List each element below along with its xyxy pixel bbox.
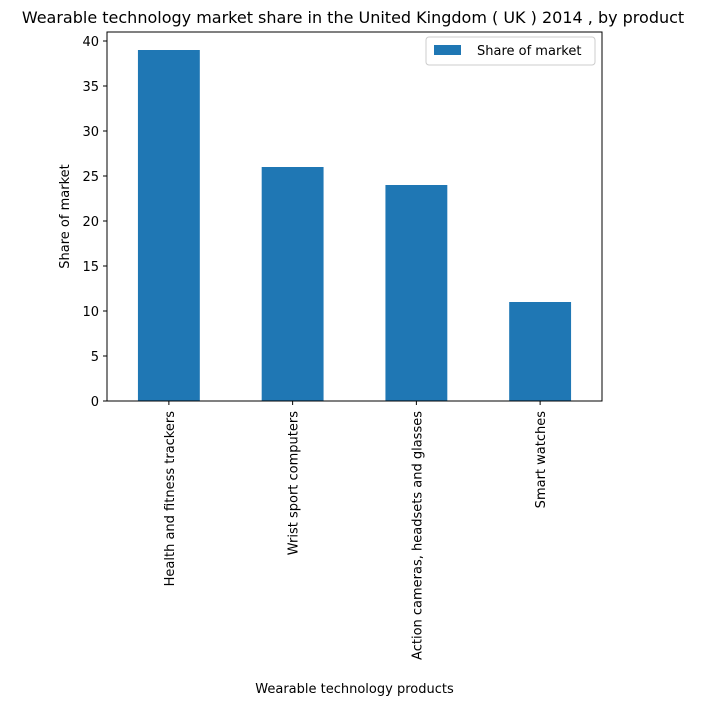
x-tick-label: Smart watches <box>534 411 549 509</box>
y-tick-label: 15 <box>82 260 99 275</box>
x-tick-label: Health and fitness trackers <box>163 411 178 587</box>
legend-box <box>425 36 596 66</box>
y-tick-label: 0 <box>91 395 99 410</box>
bar <box>509 302 572 401</box>
bars <box>137 50 572 401</box>
y-tick-label: 10 <box>82 305 99 320</box>
y-tick-label: 30 <box>82 125 99 140</box>
plot-frame <box>106 31 603 402</box>
y-tick-label: 25 <box>82 170 99 185</box>
chart-title: Wearable technology market share in the … <box>22 8 684 27</box>
y-tick-label: 5 <box>91 350 99 365</box>
bar <box>385 185 448 401</box>
legend: Share of market <box>425 36 596 66</box>
plot-area: Health and fitness trackers Wrist sport c… <box>82 31 603 660</box>
y-tick-label: 20 <box>82 215 99 230</box>
bar <box>137 50 200 401</box>
bar <box>261 167 324 401</box>
legend-label: Share of market <box>477 44 581 59</box>
y-tick-label: 35 <box>82 80 99 95</box>
x-tick-label: Action cameras, headsets and glasses <box>410 411 425 660</box>
legend-swatch <box>434 45 461 55</box>
y-axis-label: Share of market <box>58 164 73 268</box>
x-tick-label: Wrist sport computers <box>287 411 302 555</box>
axis-ticks: Health and fitness trackers Wrist sport c… <box>82 35 549 660</box>
x-axis-label: Wearable technology products <box>255 682 454 697</box>
y-tick-label: 40 <box>82 35 99 50</box>
